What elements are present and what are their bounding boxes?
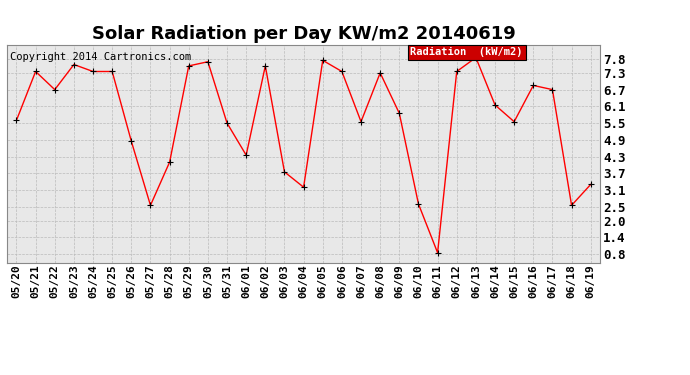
Text: Copyright 2014 Cartronics.com: Copyright 2014 Cartronics.com (10, 51, 191, 62)
Title: Solar Radiation per Day KW/m2 20140619: Solar Radiation per Day KW/m2 20140619 (92, 26, 515, 44)
Text: Radiation  (kW/m2): Radiation (kW/m2) (411, 47, 523, 57)
